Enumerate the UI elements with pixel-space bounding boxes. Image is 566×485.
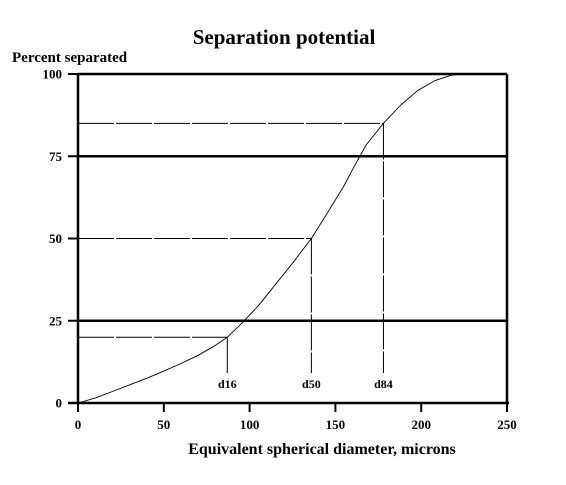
marker-labels: d16 d50 d84 xyxy=(218,377,393,391)
y-tick-label-50: 50 xyxy=(49,231,62,246)
curve-series-0 xyxy=(77,73,466,404)
x-tick-label-250: 250 xyxy=(497,417,517,432)
axes xyxy=(68,73,509,412)
grid-lines xyxy=(78,72,507,322)
y-tick-label-25: 25 xyxy=(49,313,63,328)
marker-guides xyxy=(78,122,384,373)
x-tick-label-100: 100 xyxy=(240,417,260,432)
x-tick-label-0: 0 xyxy=(75,417,82,432)
x-tick-label-200: 200 xyxy=(411,417,431,432)
y-tick-label-75: 75 xyxy=(49,149,63,164)
marker-label-d50: d50 xyxy=(302,377,321,391)
x-tick-label-50: 50 xyxy=(157,417,170,432)
tick-labels: 0 25 50 75 100 0 50 100 150 200 250 xyxy=(43,67,517,433)
curve-layer xyxy=(77,73,466,404)
y-axis-label: Percent separated xyxy=(12,50,128,66)
y-tick-label-0: 0 xyxy=(56,396,63,411)
marker-label-d84: d84 xyxy=(374,377,393,391)
chart-title: Separation potential xyxy=(193,25,376,49)
x-axis-label: Equivalent spherical diameter, microns xyxy=(188,441,456,458)
x-tick-label-150: 150 xyxy=(326,417,346,432)
marker-label-d16: d16 xyxy=(218,377,237,391)
y-tick-label-100: 100 xyxy=(43,67,63,82)
